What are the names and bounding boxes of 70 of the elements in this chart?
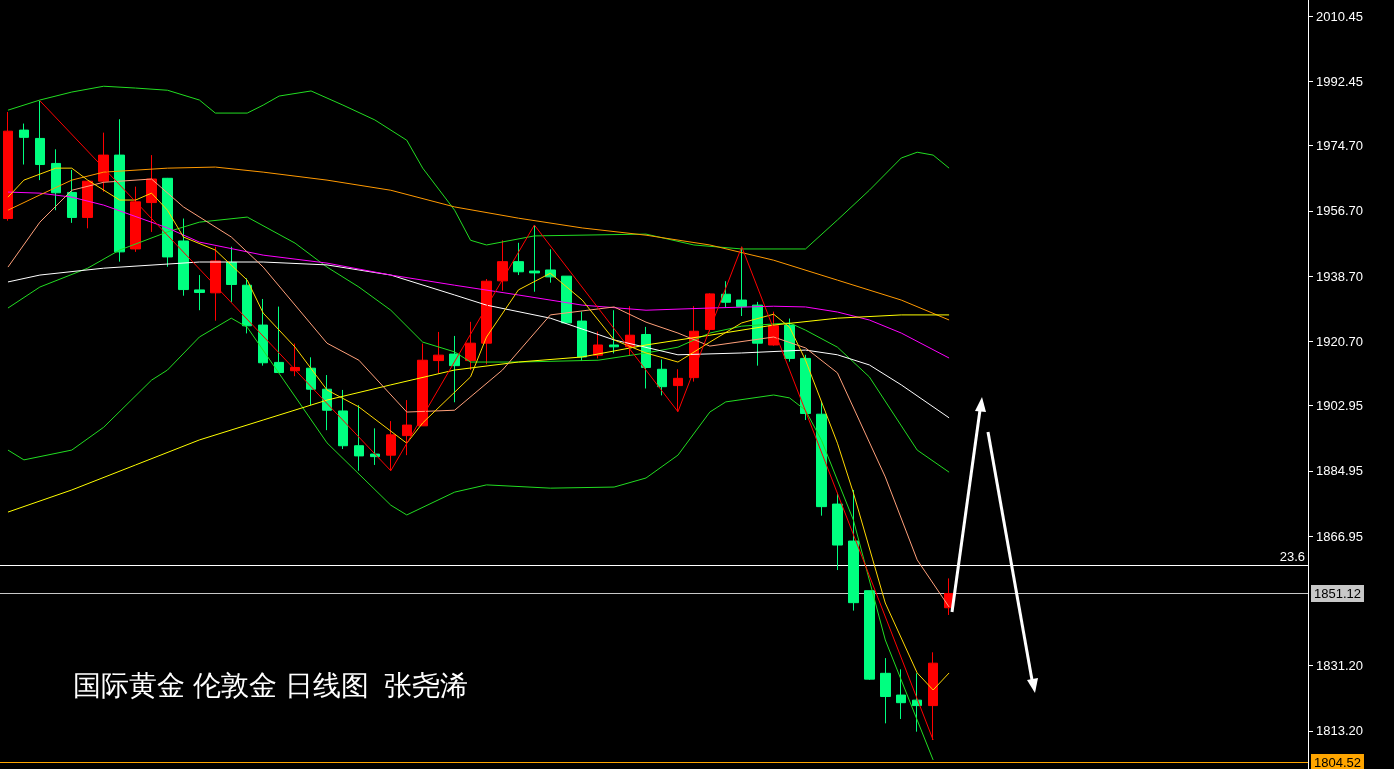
line-series [7,216,950,473]
ref-line-label: 1851.12 [1314,586,1361,602]
candlestick [880,657,891,724]
candlestick [896,668,906,720]
line-series [7,178,950,608]
candlestick [178,218,189,297]
candlestick [705,292,715,333]
candlestick [3,111,13,222]
candlestick [194,274,205,311]
y-tick-label: 1884.95 [1316,463,1363,479]
line-series [7,314,950,513]
candlestick [82,180,93,229]
candlestick [242,277,252,334]
candlestick [481,278,492,365]
candlestick [832,492,843,571]
candlestick [210,246,221,322]
y-tick-label: 1902.95 [1316,398,1363,414]
y-tick-label: 1992.45 [1316,73,1363,89]
candlestick [513,242,524,276]
line-series [7,317,934,761]
candlestick [354,404,364,472]
candlestick [51,148,61,211]
candlestick [529,224,540,293]
line-series [7,191,950,359]
y-tick-label: 1920.70 [1316,333,1363,349]
candlestick [673,368,683,413]
candlestick [274,306,284,374]
candlestick [465,321,476,371]
y-tick-label: 1956.70 [1316,203,1363,219]
annotation: 国际黄金 伦敦金 日线图 张尧浠 [73,669,469,701]
y-tick-label: 2010.45 [1316,8,1363,24]
candlestick [609,309,619,354]
candlestick [338,389,348,450]
candlestick [912,672,922,733]
candlestick [162,177,173,268]
line-series [7,261,950,419]
candlestick [848,489,859,612]
candlestick [146,154,157,233]
candlestick [657,358,667,396]
candlestick [433,331,444,374]
candlestick [417,343,428,427]
candlestick [800,354,811,421]
y-tick-label: 1866.95 [1316,528,1363,544]
candlestick [114,118,125,263]
candlestick [370,427,380,466]
y-tick-label: 1938.70 [1316,268,1363,284]
y-tick-label: 1974.70 [1316,138,1363,154]
line-series [7,166,950,321]
y-tick-label: 1831.20 [1316,658,1363,674]
line-series [7,85,950,250]
candlestick [721,280,731,308]
annotation: 23.6 [1279,548,1305,564]
candlestick [130,186,141,253]
candlestick [290,343,300,377]
candlestick [98,132,109,193]
candlestick [561,275,572,324]
line-series [39,100,934,741]
candlestick [386,420,396,472]
candlestick [35,100,45,181]
candlestick [864,590,875,681]
candlestick [226,246,237,303]
y-tick-label: 1813.20 [1316,723,1363,739]
candlestick [577,311,587,362]
candlestick [258,298,268,367]
candlestick [67,169,77,224]
candlestick [19,123,29,166]
ref-line-label: 1804.52 [1314,754,1361,769]
candlestick [816,401,827,517]
candlestick [402,399,412,456]
candlestick [497,239,508,292]
